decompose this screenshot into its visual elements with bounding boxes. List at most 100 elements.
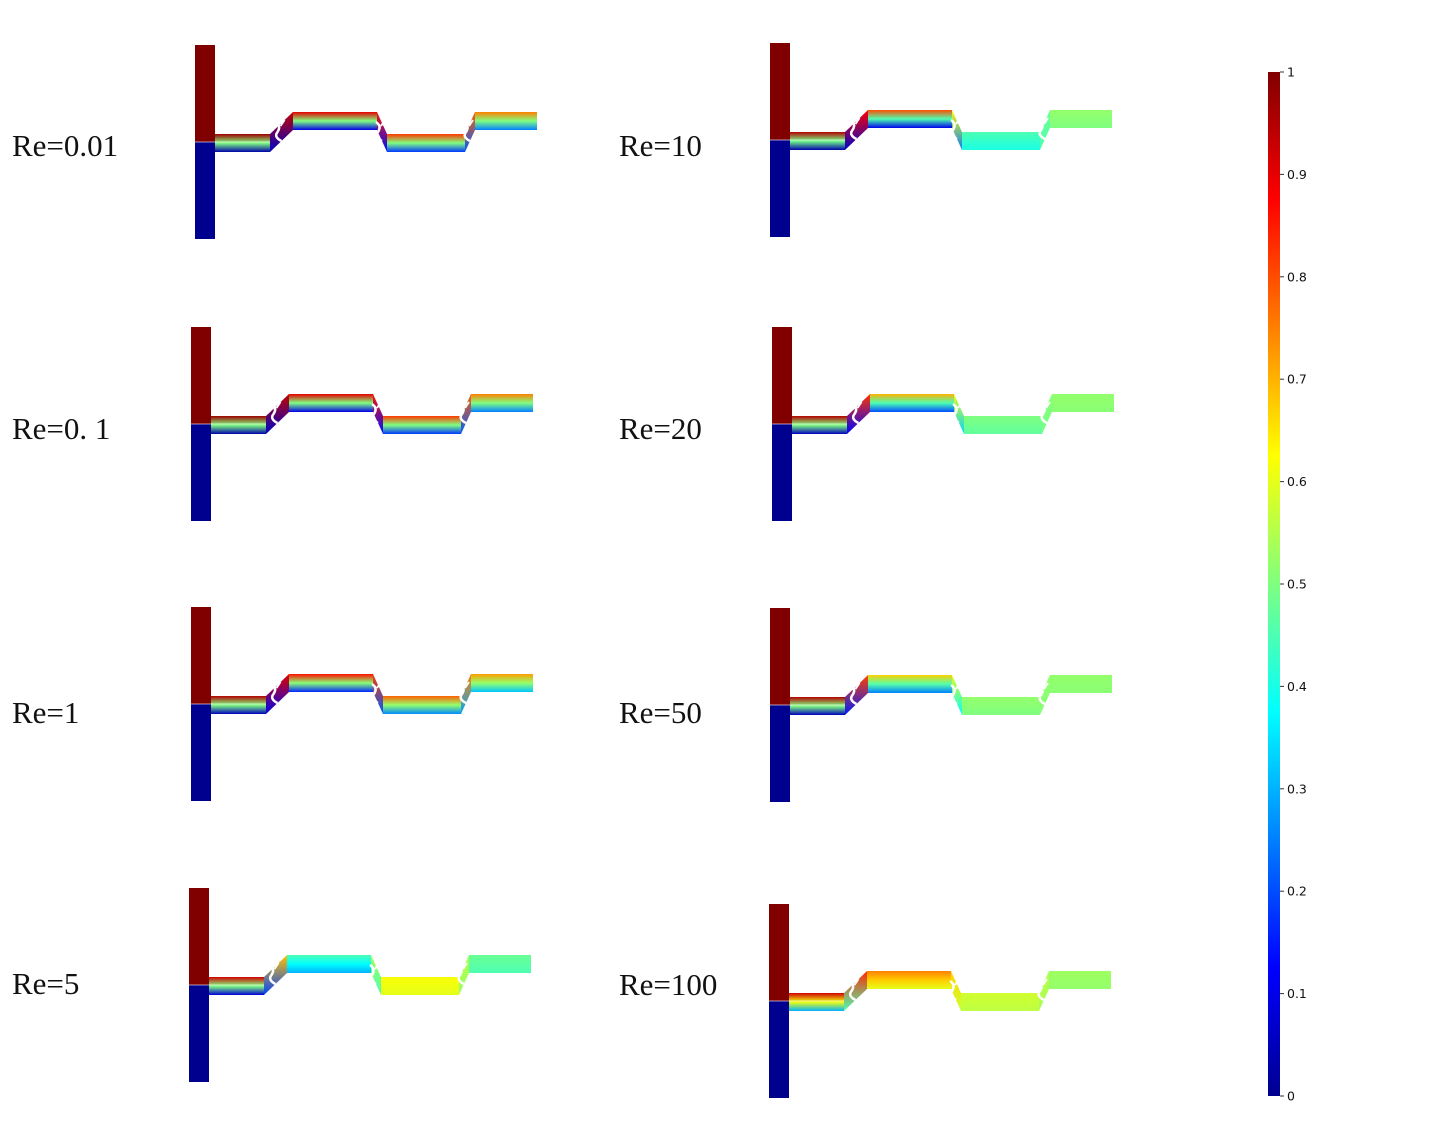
- channel-segment-4: [1052, 394, 1114, 412]
- channel-segment-2: [868, 110, 952, 128]
- channel-connector-2: [373, 394, 383, 434]
- colorbar-tick-8: 0.8: [1280, 269, 1307, 284]
- lower-inlet-arm: [195, 142, 215, 239]
- panel-re-5: Re=5: [12, 888, 531, 1082]
- baffle-notch: [955, 117, 961, 125]
- colorbar-tick-label: 0.8: [1287, 269, 1307, 284]
- colorbar-tick-label: 1: [1287, 65, 1295, 80]
- baffle-notch: [1043, 117, 1049, 125]
- panel-re-1: Re=1: [12, 607, 533, 801]
- baffle-notch: [949, 979, 957, 1002]
- baffle-notch: [462, 962, 468, 970]
- baffle-notch: [369, 963, 377, 986]
- baffle-notch: [957, 401, 963, 409]
- channel-connector-2: [954, 394, 964, 434]
- channel-segment-1: [211, 696, 266, 714]
- panel-re-10: Re=10: [619, 43, 1112, 237]
- baffle-notch: [955, 682, 961, 690]
- channel-connector-1: [844, 971, 867, 1011]
- baffle-notch: [371, 402, 379, 425]
- lower-inlet-arm: [770, 140, 790, 237]
- colorbar-tick-label: 0.7: [1287, 372, 1307, 387]
- colorbar-tick-0: 0: [1280, 1089, 1295, 1104]
- baffle-notch: [1040, 402, 1048, 425]
- panel-label: Re=0. 1: [12, 411, 110, 446]
- colorbar-tick-label: 0.3: [1287, 781, 1307, 796]
- baffle-notch: [1038, 118, 1046, 141]
- channel-segment-2: [289, 394, 373, 412]
- lower-inlet-arm: [191, 704, 211, 801]
- baffle-notch: [274, 120, 283, 143]
- channel-segment-1: [209, 977, 264, 995]
- channel-connector-1: [845, 110, 868, 150]
- baffle-notch: [371, 682, 379, 705]
- upper-inlet-arm: [769, 904, 789, 1001]
- baffle-notch: [854, 117, 861, 125]
- colorbar-tick-3: 0.3: [1280, 781, 1307, 796]
- colorbar-tick-2: 0.2: [1280, 884, 1307, 899]
- channel-connector-2: [952, 675, 962, 715]
- colorbar-tick-label: 0.5: [1287, 577, 1307, 592]
- channel-segment-1: [790, 132, 845, 150]
- colorbar-tick-7: 0.7: [1280, 372, 1307, 387]
- channel-segment-2: [867, 971, 951, 989]
- colorbar-tick-6: 0.6: [1280, 474, 1307, 489]
- channel-segment-1: [215, 134, 270, 152]
- channel-connector-2: [951, 971, 961, 1011]
- panel-label: Re=5: [12, 966, 79, 1001]
- baffle-notch: [275, 401, 282, 409]
- baffle-notch: [1038, 683, 1046, 706]
- colorbar-tick-label: 0.6: [1287, 474, 1307, 489]
- channel-segment-3: [387, 134, 465, 152]
- baffle-notch: [374, 962, 380, 970]
- colorbar-tick-label: 0: [1287, 1089, 1295, 1104]
- channel-connector-1: [847, 394, 870, 434]
- channel-segment-3: [962, 697, 1040, 715]
- baffle-notch: [853, 978, 860, 986]
- panel-label: Re=1: [12, 695, 79, 730]
- lower-inlet-arm: [769, 1001, 789, 1098]
- baffle-notch: [1037, 979, 1045, 1002]
- channel-segment-3: [381, 977, 459, 995]
- channel-segment-4: [471, 394, 533, 412]
- colorbar-tick-9: 0.9: [1280, 167, 1307, 182]
- channel-segment-2: [287, 955, 371, 973]
- channel-segment-4: [471, 674, 533, 692]
- baffle-notch: [854, 682, 861, 690]
- baffle-notch: [270, 402, 279, 425]
- channel-segment-3: [383, 416, 461, 434]
- channel-segment-4: [469, 955, 531, 973]
- channel-connector-1: [270, 112, 293, 152]
- channel-segment-2: [868, 675, 952, 693]
- panel-re-50: Re=50: [619, 608, 1112, 802]
- channel-connector-1: [264, 955, 287, 995]
- channel-connector-2: [373, 674, 383, 714]
- lower-inlet-arm: [191, 424, 211, 521]
- colorbar-tick-4: 0.4: [1280, 679, 1307, 694]
- baffle-notch: [459, 402, 467, 425]
- panel-re-0-01: Re=0.01: [12, 45, 537, 239]
- channel-segment-1: [790, 697, 845, 715]
- channel-connector-2: [377, 112, 387, 152]
- colorbar-tick-1: 0.1: [1280, 986, 1307, 1001]
- colorbar-tick-5: 0.5: [1280, 577, 1307, 592]
- upper-inlet-arm: [772, 327, 792, 424]
- colorbar-tick-10: 1: [1280, 65, 1295, 80]
- micromixer-geometry: [770, 608, 1112, 802]
- channel-segment-2: [870, 394, 954, 412]
- baffle-notch: [849, 118, 858, 141]
- colorbar-ticks: 0 0.1 0.2 0.3 0.4 0.5 0.6 0.7 0.8 0.9 1: [1280, 65, 1307, 1104]
- channel-segment-1: [789, 993, 844, 1011]
- channel-segment-3: [961, 993, 1039, 1011]
- baffle-notch: [279, 119, 286, 127]
- channel-segment-4: [1050, 675, 1112, 693]
- micromixer-geometry: [772, 327, 1114, 521]
- baffle-notch: [1045, 401, 1051, 409]
- upper-inlet-arm: [770, 43, 790, 140]
- colorbar: 0 0.1 0.2 0.3 0.4 0.5 0.6 0.7 0.8 0.9 1: [1268, 65, 1307, 1104]
- upper-inlet-arm: [195, 45, 215, 142]
- baffle-notch: [270, 682, 279, 705]
- baffle-notch: [856, 401, 863, 409]
- baffle-notch: [950, 118, 958, 141]
- baffle-notch: [1043, 682, 1049, 690]
